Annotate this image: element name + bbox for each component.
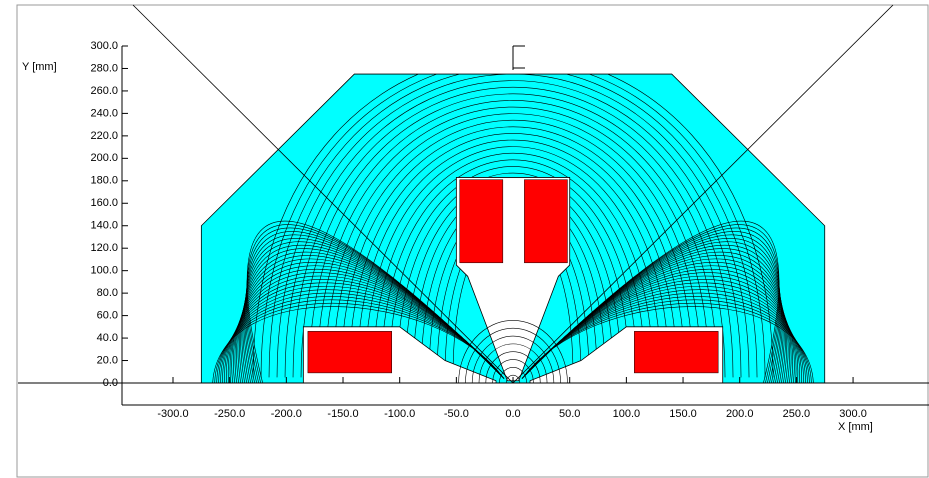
x-tick-label: 50.0 xyxy=(559,408,580,420)
x-tick-label: -150.0 xyxy=(327,408,358,420)
x-tick-label: -50.0 xyxy=(444,408,469,420)
y-tick-label: 100.0 xyxy=(90,265,118,277)
x-tick-label: -300.0 xyxy=(157,408,188,420)
chart: X [mm] Y [mm] -300.0 -250.0 -200.0 -150.0 -1… xyxy=(0,0,929,478)
y-axis-label: Y [mm] xyxy=(22,61,57,73)
y-tick-label: 180.0 xyxy=(90,175,118,187)
y-tick-label: 120.0 xyxy=(90,242,118,254)
coil xyxy=(524,180,567,263)
x-tick-label: -250.0 xyxy=(214,408,245,420)
coil xyxy=(308,331,392,373)
x-axis-label: X [mm] xyxy=(838,421,873,433)
y-tick-label: 200.0 xyxy=(90,152,118,164)
x-tick-label: -200.0 xyxy=(271,408,302,420)
y-tick-label: 20.0 xyxy=(97,354,118,366)
x-tick-label: -100.0 xyxy=(384,408,415,420)
y-tick-label: 60.0 xyxy=(97,310,118,322)
x-tick-label: 200.0 xyxy=(726,408,754,420)
page: {"chart_data": {"type": "field", "x_labe… xyxy=(0,0,929,478)
coil xyxy=(634,331,718,373)
x-tick-label: 300.0 xyxy=(839,408,867,420)
x-tick-label: 100.0 xyxy=(613,408,641,420)
y-tick-label: 300.0 xyxy=(90,40,118,52)
coil xyxy=(460,180,503,263)
y-tick-label: 260.0 xyxy=(90,85,118,97)
y-tick-label: 160.0 xyxy=(90,197,118,209)
y-tick-label: 240.0 xyxy=(90,107,118,119)
y-tick-label: 220.0 xyxy=(90,130,118,142)
y-tick-label: 280.0 xyxy=(90,62,118,74)
x-tick-label: 150.0 xyxy=(669,408,697,420)
x-tick-label: 0.0 xyxy=(505,408,520,420)
y-tick-label: 40.0 xyxy=(97,332,118,344)
y-tick-label: 80.0 xyxy=(97,287,118,299)
y-tick-label: 0.0 xyxy=(103,377,118,389)
x-tick-label: 250.0 xyxy=(783,408,811,420)
y-tick-label: 140.0 xyxy=(90,220,118,232)
